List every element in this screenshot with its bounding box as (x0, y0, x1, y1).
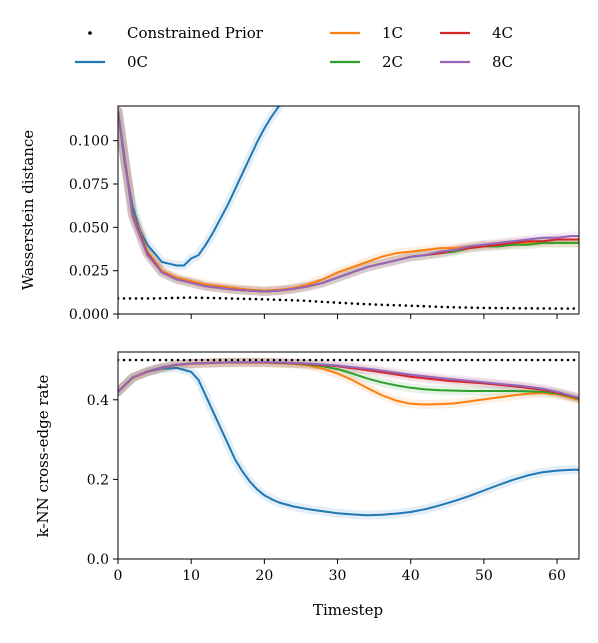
knn-x-tick-label-40: 40 (402, 568, 420, 584)
knn-series-8c (118, 361, 579, 399)
knn-series-0c (118, 366, 579, 517)
wasserstein-plot-frame (117, 105, 580, 315)
wasserstein-y-tick-label-3: 0.075 (69, 177, 109, 193)
knn-x-tick-label-10: 10 (182, 568, 200, 584)
wasserstein-y-tick-label-2: 0.050 (69, 220, 109, 236)
wasserstein-series-0c (118, 106, 281, 267)
knn-series-layer (118, 357, 579, 520)
wasserstein-y-tick-label-1: 0.025 (69, 264, 109, 280)
knn-x-tick-label-60: 60 (548, 568, 566, 584)
knn-plot-frame (117, 351, 580, 560)
legend-label-2c: 2C (382, 53, 403, 71)
wasserstein-y-axis-label: Wasserstein distance (19, 130, 37, 290)
legend-label-8c: 8C (492, 53, 513, 71)
knn-ticks: 0 10 20 30 40 50 60 0.0 0.2 0.4 (87, 393, 566, 584)
wasserstein-panel: 0.000 0.025 0.050 0.075 0.100 Wasserstein di… (19, 105, 580, 323)
legend-marker-constrained-prior (88, 31, 92, 35)
wasserstein-series-layer (118, 106, 579, 310)
knn-y-tick-label-0: 0.0 (87, 552, 109, 568)
knn-x-tick-label-20: 20 (255, 568, 273, 584)
knn-x-tick-label-0: 0 (114, 568, 123, 584)
knn-panel: 0 10 20 30 40 50 60 0.0 0.2 0.4 k-NN cross-edge r… (34, 351, 580, 619)
wasserstein-y-tick-label-0: 0.000 (69, 307, 109, 323)
knn-y-axis-label: k-NN cross-edge rate (34, 375, 52, 538)
wasserstein-series-8c (118, 111, 579, 293)
knn-y-tick-label-1: 0.2 (87, 472, 109, 488)
legend-label-4c: 4C (492, 24, 513, 42)
wasserstein-ticks: 0.000 0.025 0.050 0.075 0.100 (69, 134, 558, 323)
x-axis-label: Timestep (313, 601, 383, 619)
legend-label-1c: 1C (382, 24, 403, 42)
knn-x-tick-label-50: 50 (475, 568, 493, 584)
wasserstein-series-constrained-prior (118, 296, 579, 310)
wasserstein-y-tick-label-4: 0.100 (69, 134, 109, 150)
legend: Constrained Prior 0C 1C 2C 4C 8C (75, 24, 513, 71)
knn-y-tick-label-2: 0.4 (87, 393, 109, 409)
legend-label-0c: 0C (127, 53, 148, 71)
knn-x-tick-label-30: 30 (329, 568, 347, 584)
legend-label-constrained-prior: Constrained Prior (127, 24, 264, 42)
